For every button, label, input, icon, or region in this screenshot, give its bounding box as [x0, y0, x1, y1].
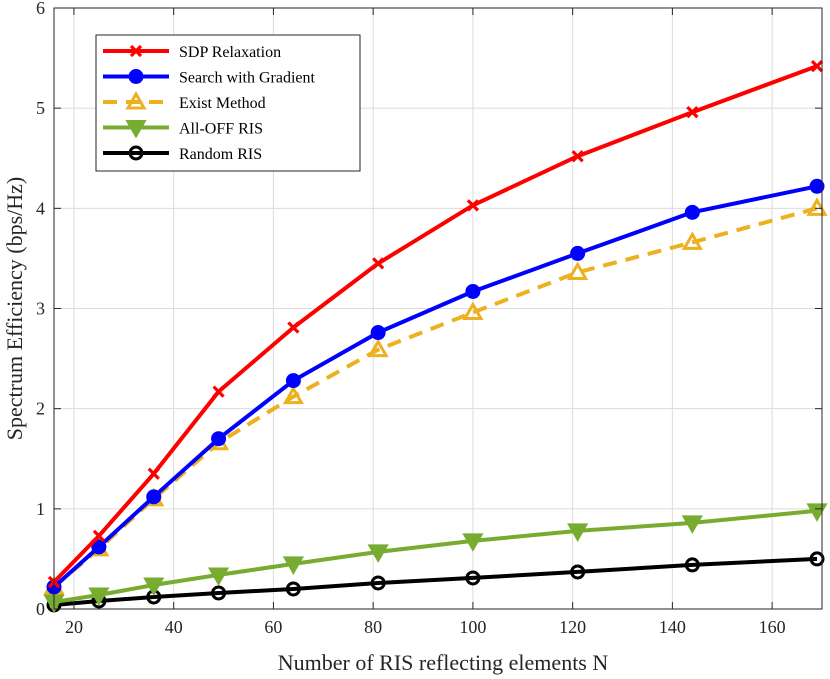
data-point	[128, 69, 144, 84]
series-search-with-gradient	[46, 178, 825, 595]
legend-item: Search with Gradient	[103, 69, 316, 87]
series-line	[52, 184, 818, 589]
x-tick-label: 40	[165, 617, 183, 637]
legend-label: Exist Method	[179, 95, 266, 112]
data-point	[372, 257, 385, 270]
data-point	[146, 489, 162, 505]
x-tick-label: 140	[659, 617, 686, 637]
data-point	[462, 533, 484, 552]
series-random-ris	[46, 551, 825, 613]
data-point	[125, 90, 147, 110]
data-point	[810, 59, 824, 73]
data-point	[147, 467, 160, 480]
legend: SDP Relaxation Search with Gradient Exist …	[95, 34, 361, 172]
data-point	[211, 585, 227, 601]
data-point	[806, 503, 828, 522]
data-point	[367, 544, 389, 563]
series-line	[52, 64, 818, 584]
legend-label: Random RIS	[179, 146, 262, 163]
data-point	[567, 261, 589, 280]
data-point	[465, 570, 481, 586]
data-point	[129, 44, 143, 58]
data-point	[681, 515, 703, 534]
data-point	[282, 385, 304, 405]
y-tick-label: 6	[36, 0, 45, 18]
legend-item: All-OFF RIS	[103, 120, 263, 139]
data-point	[570, 245, 586, 261]
data-point	[370, 325, 386, 341]
data-point	[570, 564, 586, 580]
series-line	[52, 206, 818, 589]
y-tick-label: 2	[36, 399, 45, 419]
data-point	[809, 551, 825, 567]
legend-label: All-OFF RIS	[179, 121, 263, 138]
data-point	[285, 581, 301, 597]
legend-item: Random RIS	[103, 145, 262, 163]
data-point	[287, 321, 300, 334]
y-axis-label: Spectrum Efficiency (bps/Hz)	[2, 177, 27, 441]
data-point	[681, 231, 703, 250]
x-tick-label: 160	[759, 617, 786, 637]
series-all-off-ris	[43, 503, 828, 614]
data-point	[571, 150, 584, 163]
series-lines	[43, 59, 828, 614]
data-point	[125, 120, 147, 139]
data-point	[92, 529, 106, 543]
data-point	[212, 385, 225, 398]
data-point	[370, 575, 386, 591]
x-tick-label: 60	[264, 617, 282, 637]
data-point	[684, 557, 700, 573]
x-tick-label: 80	[364, 617, 382, 637]
data-point	[462, 301, 484, 321]
x-tick-label: 120	[559, 617, 586, 637]
data-point	[285, 373, 301, 389]
data-point	[143, 577, 165, 596]
legend-label: Search with Gradient	[179, 70, 316, 87]
data-point	[211, 431, 227, 447]
data-point	[207, 567, 230, 586]
series-line	[53, 556, 818, 607]
data-point	[809, 178, 825, 194]
x-tick-label: 100	[459, 617, 486, 637]
data-point	[684, 204, 700, 220]
y-tick-label: 3	[36, 299, 45, 319]
data-point	[686, 106, 699, 119]
legend-item: SDP Relaxation	[103, 44, 281, 61]
legend-label: SDP Relaxation	[179, 44, 281, 61]
y-tick-label: 0	[36, 599, 45, 619]
y-tick-label: 4	[36, 198, 45, 218]
legend-item: Exist Method	[103, 90, 266, 112]
data-point	[128, 145, 144, 161]
series-line	[53, 508, 818, 604]
y-tick-label: 5	[36, 98, 45, 118]
data-point	[91, 539, 107, 555]
data-point	[88, 587, 110, 607]
data-point	[282, 556, 304, 575]
data-point	[465, 283, 481, 299]
x-axis-label: Number of RIS reflecting elements N	[278, 650, 609, 675]
data-point	[466, 199, 480, 212]
x-tick-label: 20	[65, 617, 83, 637]
data-point	[806, 197, 828, 216]
y-tick-label: 1	[36, 499, 45, 519]
data-point	[567, 523, 589, 542]
data-point	[367, 338, 389, 358]
series-exist-method	[43, 197, 828, 595]
